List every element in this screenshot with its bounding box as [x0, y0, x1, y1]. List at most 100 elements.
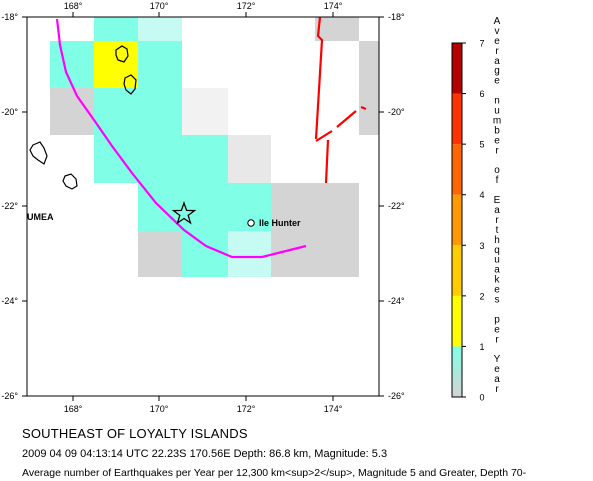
legend-title-char: e	[494, 135, 500, 146]
island-outline	[29, 141, 48, 165]
fault-line	[315, 130, 333, 142]
legend-title-char: p	[494, 314, 500, 325]
x-tick-label-top: 170°	[150, 1, 169, 11]
island-outline	[115, 45, 129, 63]
y-tick-label-left: -22°	[1, 201, 18, 211]
fault-lines	[314, 16, 367, 184]
epicenter-star-icon	[171, 201, 197, 225]
grid-cell	[228, 231, 271, 277]
legend-tick-label: 6	[479, 89, 484, 99]
fault-line	[360, 105, 367, 111]
grid-cell	[138, 41, 182, 88]
x-tick-label-top: 172°	[237, 1, 256, 11]
legend-title-char: a	[494, 374, 500, 385]
legend-title-char: e	[494, 76, 500, 87]
y-tick-label-left: -24°	[1, 296, 18, 306]
legend-title-char: g	[494, 66, 500, 77]
grid-cell	[182, 88, 228, 135]
grid-cell	[359, 41, 379, 88]
legend-title-char: A	[494, 16, 501, 27]
grid-cell	[182, 231, 228, 277]
ile-hunter-label: Ile Hunter	[259, 218, 301, 228]
grid-cell	[94, 17, 138, 41]
legend-title-char: b	[494, 125, 500, 136]
x-tick-label-bottom: 172°	[237, 404, 256, 414]
legend-band	[452, 295, 462, 347]
legend-tick-label: 0	[479, 393, 484, 403]
island-outline	[123, 74, 137, 95]
grid-cell	[138, 135, 182, 183]
legend-title-char: a	[494, 56, 500, 67]
legend-title-char: n	[494, 96, 500, 107]
legend-title-char: k	[495, 275, 501, 286]
legend-band	[452, 43, 462, 94]
y-tick-label-right: -18°	[388, 12, 405, 22]
y-tick-label-right: -24°	[388, 296, 405, 306]
x-tick-label-bottom: 168°	[64, 404, 83, 414]
fault-line	[314, 16, 324, 140]
grid-cell	[182, 135, 228, 183]
x-tick-label-top: 174°	[324, 1, 343, 11]
grid-cell	[359, 88, 379, 135]
x-tick-label-bottom: 170°	[150, 404, 169, 414]
legend-title-char: t	[496, 225, 499, 236]
legend-tick-label: 5	[479, 140, 484, 150]
event-details: 2009 04 09 04:13:14 UTC 22.23S 170.56E D…	[22, 448, 388, 460]
umea-label: UMEA	[27, 212, 54, 222]
legend-frame	[451, 42, 463, 398]
region-title: SOUTHEAST OF LOYALTY ISLANDS	[22, 426, 248, 441]
legend-title-char: e	[494, 36, 500, 47]
legend-title-char: r	[495, 145, 499, 156]
grid-cell	[94, 88, 138, 135]
legend-band	[452, 346, 462, 397]
legend-band	[452, 245, 462, 296]
legend-title-char: r	[495, 384, 499, 395]
grid-cell	[228, 135, 271, 183]
y-tick-label-left: -26°	[1, 391, 18, 401]
fault-line	[336, 110, 357, 128]
y-tick-label-right: -20°	[388, 107, 405, 117]
ile-hunter-marker	[247, 219, 255, 227]
legend-title-char: r	[495, 334, 499, 345]
legend-title-char: u	[494, 255, 500, 266]
legend-tick-label: 2	[479, 291, 484, 301]
y-tick-label-left: -20°	[1, 107, 18, 117]
legend-title-char: a	[494, 265, 500, 276]
legend-title-char: u	[494, 106, 500, 117]
axis-ticks	[22, 12, 384, 401]
legend-title-char: e	[494, 364, 500, 375]
trench-line	[55, 18, 307, 259]
legend-colorbar	[452, 43, 462, 397]
legend-band	[452, 194, 462, 246]
legend-tick-label: 1	[479, 342, 484, 352]
legend-tick-label: 7	[479, 39, 484, 49]
legend-title-char: o	[494, 165, 500, 176]
legend-ticks: 7 6 5 4 3 2 1 0	[462, 39, 485, 403]
land-outlines	[29, 45, 137, 190]
grid-cell	[271, 183, 315, 231]
legend-title-char: m	[493, 115, 501, 126]
grid-cell	[315, 17, 359, 41]
legend-title-char: r	[495, 215, 499, 226]
legend-title-char: s	[495, 294, 500, 305]
y-tick-label-right: -26°	[388, 391, 405, 401]
island-outline	[62, 173, 78, 190]
grid-cell	[315, 183, 359, 231]
legend-title-char: f	[496, 175, 499, 186]
legend-band	[452, 144, 462, 195]
legend-title-char: E	[494, 195, 501, 206]
y-tick-label-right: -22°	[388, 201, 405, 211]
legend-title-char: Y	[494, 354, 501, 365]
grid-cell	[94, 41, 138, 88]
legend-title-char: q	[494, 245, 500, 256]
x-tick-label-top: 168°	[64, 1, 83, 11]
legend-title-char: e	[494, 285, 500, 296]
legend-title-char: h	[494, 235, 500, 246]
grid-cell	[138, 88, 182, 135]
grid-cell	[315, 231, 359, 277]
legend-title-char: r	[495, 46, 499, 57]
y-tick-label-left: -18°	[1, 12, 18, 22]
grid-cell	[138, 231, 182, 277]
